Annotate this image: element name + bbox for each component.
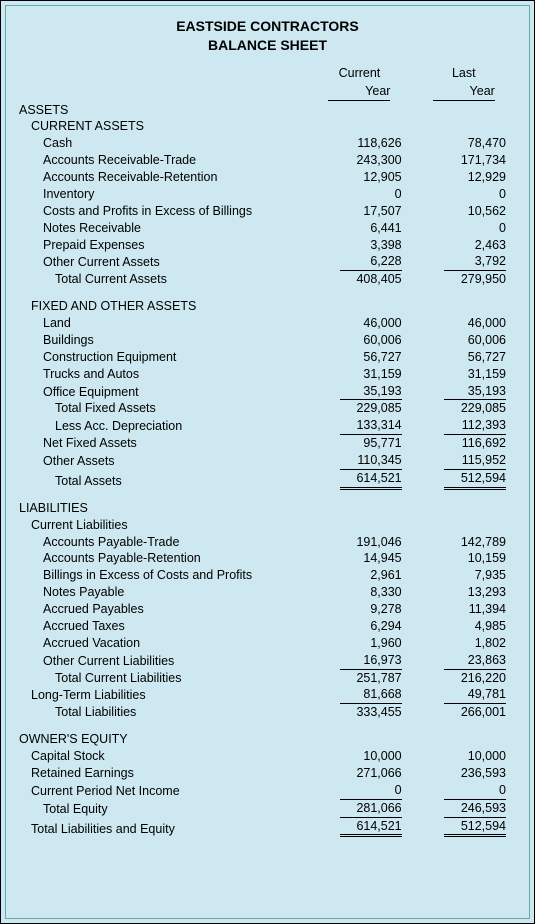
row-less-dep: Less Acc. Depreciation133,314112,393 <box>19 417 516 435</box>
current-assets-heading: CURRENT ASSETS <box>19 118 307 135</box>
row-total-liab: Total Liabilities333,455266,001 <box>19 704 516 721</box>
row-notes-pay: Notes Payable8,33013,293 <box>19 584 516 601</box>
row-accr-tax: Accrued Taxes6,2944,985 <box>19 618 516 635</box>
assets-heading: ASSETS <box>19 102 307 119</box>
row-constr-eq: Construction Equipment56,72756,727 <box>19 349 516 366</box>
company-name: EASTSIDE CONTRACTORS <box>19 17 516 36</box>
row-trucks: Trucks and Autos31,15931,159 <box>19 366 516 383</box>
balance-table: Current Last Year Year ASSETS CURRENT AS… <box>19 65 516 838</box>
row-inventory: Inventory00 <box>19 186 516 203</box>
row-cash: Cash118,62678,470 <box>19 135 516 152</box>
hdr-ly-2: Year <box>433 83 495 101</box>
hdr-ly-1: Last <box>452 66 476 80</box>
row-total-le: Total Liabilities and Equity614,521512,5… <box>19 818 516 838</box>
header-row-2: Year Year <box>19 83 516 102</box>
row-ar-ret: Accounts Receivable-Retention12,90512,92… <box>19 169 516 186</box>
row-ret-earn: Retained Earnings271,066236,593 <box>19 765 516 782</box>
row-accr-pay: Accrued Payables9,27811,394 <box>19 601 516 618</box>
row-prepaid: Prepaid Expenses3,3982,463 <box>19 237 516 254</box>
hdr-cy-2: Year <box>328 83 390 101</box>
hdr-cy-1: Current <box>339 66 381 80</box>
row-office-eq: Office Equipment35,19335,193 <box>19 383 516 401</box>
fixed-assets-heading: FIXED AND OTHER ASSETS <box>19 298 307 315</box>
row-total-assets: Total Assets614,521512,594 <box>19 470 516 490</box>
current-liab-heading: Current Liabilities <box>19 517 307 534</box>
row-bill-excess: Billings in Excess of Costs and Profits2… <box>19 567 516 584</box>
row-other-ca: Other Current Assets6,2283,792 <box>19 253 516 271</box>
row-other-cl: Other Current Liabilities16,97323,863 <box>19 652 516 670</box>
header-row-1: Current Last <box>19 65 516 83</box>
row-lt-liab: Long-Term Liabilities81,66849,781 <box>19 686 516 704</box>
row-notes-recv: Notes Receivable6,4410 <box>19 220 516 237</box>
row-total-ca: Total Current Assets408,405279,950 <box>19 271 516 288</box>
row-buildings: Buildings60,00660,006 <box>19 332 516 349</box>
row-ar-trade: Accounts Receivable-Trade243,300171,734 <box>19 152 516 169</box>
row-land: Land46,00046,000 <box>19 315 516 332</box>
liabilities-heading: LIABILITIES <box>19 500 307 517</box>
row-total-eq: Total Equity281,066246,593 <box>19 800 516 818</box>
row-ap-trade: Accounts Payable-Trade191,046142,789 <box>19 534 516 551</box>
row-net-inc: Current Period Net Income00 <box>19 782 516 800</box>
balance-sheet: EASTSIDE CONTRACTORS BALANCE SHEET Curre… <box>0 0 535 924</box>
equity-heading: OWNER'S EQUITY <box>19 731 307 748</box>
row-other-assets: Other Assets110,345115,952 <box>19 452 516 470</box>
row-cap-stock: Capital Stock10,00010,000 <box>19 748 516 765</box>
row-total-cl: Total Current Liabilities251,787216,220 <box>19 670 516 687</box>
row-cost-excess: Costs and Profits in Excess of Billings1… <box>19 203 516 220</box>
row-total-fa: Total Fixed Assets229,085229,085 <box>19 400 516 417</box>
row-accr-vac: Accrued Vacation1,9601,802 <box>19 635 516 652</box>
report-title: BALANCE SHEET <box>19 36 516 55</box>
row-net-fa: Net Fixed Assets95,771116,692 <box>19 435 516 452</box>
row-ap-ret: Accounts Payable-Retention14,94510,159 <box>19 550 516 567</box>
